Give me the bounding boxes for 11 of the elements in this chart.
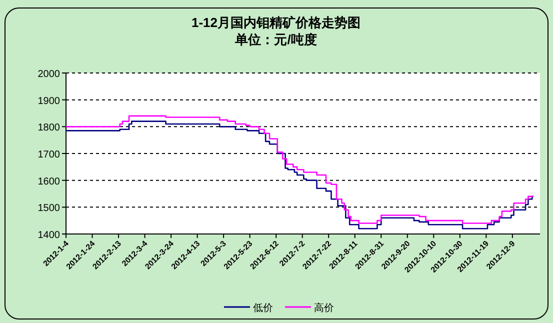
legend-label: 高价 [314,302,334,314]
y-tick-label: 1700 [38,150,60,160]
y-tick-label: 1500 [38,203,60,214]
legend-label: 低价 [253,302,273,314]
y-tick-label: 1400 [38,230,60,241]
y-tick-label: 1600 [38,176,60,188]
y-tick-label: 1900 [38,96,60,107]
y-tick-label: 1800 [38,122,60,134]
y-tick-label: 2000 [38,69,60,80]
chart-subtitle: 单位：元/吨度 [234,32,317,47]
chart-title: 1-12月国内钼精矿价格走势图 [191,15,361,30]
